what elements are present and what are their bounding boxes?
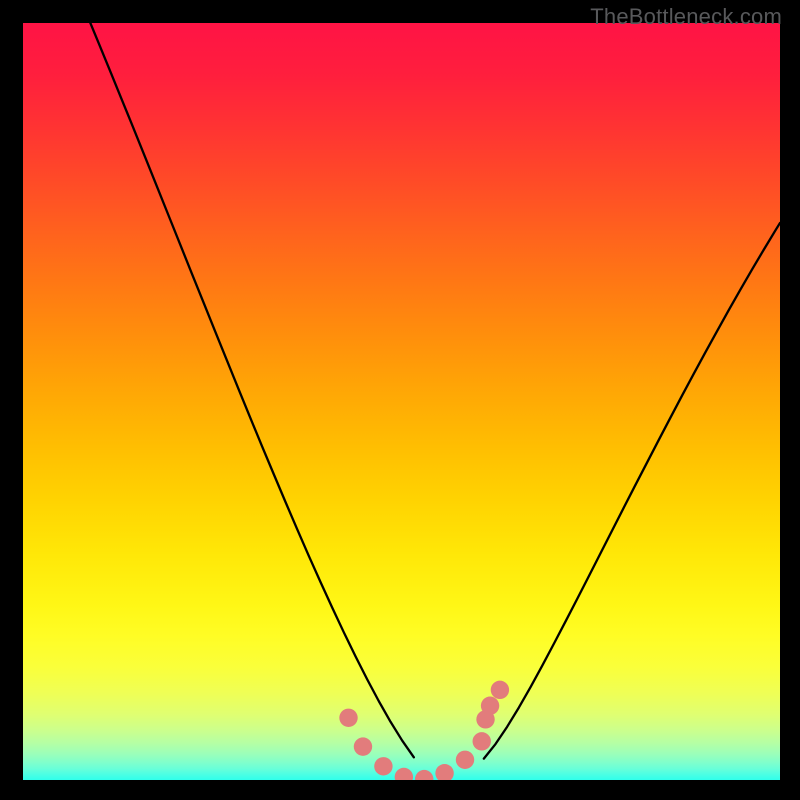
trough-marker xyxy=(435,764,453,782)
trough-marker xyxy=(473,732,491,750)
trough-marker xyxy=(374,757,392,775)
trough-marker xyxy=(456,751,474,769)
trough-marker xyxy=(481,697,499,715)
chart-canvas: TheBottleneck.com xyxy=(0,0,800,800)
trough-marker xyxy=(354,737,372,755)
trough-marker xyxy=(339,709,357,727)
chart-svg xyxy=(0,0,800,800)
watermark-label: TheBottleneck.com xyxy=(590,4,782,30)
trough-marker xyxy=(491,681,509,699)
